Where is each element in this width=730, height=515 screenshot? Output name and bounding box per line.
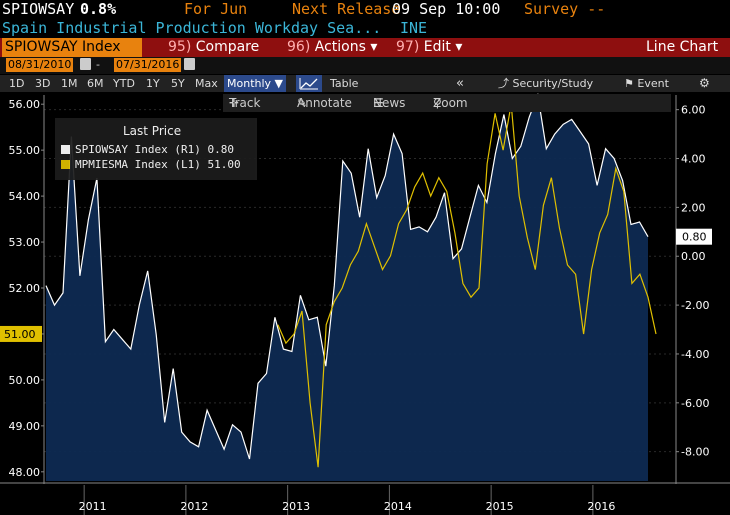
period-max[interactable]: Max — [195, 77, 218, 90]
x-axis-tick-label: 2013 — [282, 500, 310, 513]
dropdown-icon: ▼ — [274, 77, 284, 90]
right-axis-tick-label: -6.00 — [681, 397, 709, 410]
next-release-date: 09 Sep 10:00 — [392, 0, 501, 18]
right-axis-tick-label: -2.00 — [681, 299, 709, 312]
date-separator: - — [96, 58, 100, 71]
right-last-value-tag: 0.80 — [676, 228, 712, 245]
right-axis-tick-label: 0.00 — [681, 250, 706, 263]
left-axis-tick-label: 53.00 — [9, 236, 41, 249]
index-field[interactable]: SPIOWSAY Index — [2, 38, 142, 57]
end-date-field[interactable]: 07/31/2016 — [114, 58, 182, 72]
date-range-bar: 08/31/2010 - 07/31/2016 — [0, 57, 730, 74]
title-row: Spain Industrial Production Workday Sea.… — [0, 18, 730, 38]
crosshair-icon: ✛ — [229, 96, 240, 110]
command-bar: SPIOWSAY Index 95) Compare 96) Actions ▾… — [0, 38, 730, 57]
x-axis-tick-label: 2014 — [384, 500, 412, 513]
ticker: SPIOWSAY — [2, 0, 75, 18]
period-5y[interactable]: 5Y — [171, 77, 185, 90]
view-label: Line Chart — [646, 39, 719, 55]
frequency-select[interactable]: Monthly ▼ — [224, 75, 287, 92]
period-1m[interactable]: 1M — [61, 77, 78, 90]
source: INE — [400, 19, 428, 37]
chart-tools-bar: ✛ Track ✎ Annotate ☰ News ⚲ Zoom — [223, 94, 671, 112]
dropdown-icon: ▾ — [455, 39, 463, 55]
survey-label: Survey -- — [524, 0, 606, 18]
series-line-mpmiesma — [277, 104, 657, 468]
left-axis-tick-label: 49.00 — [9, 420, 41, 433]
period-toolbar: 1D 3D 1M 6M YTD 1Y 5Y Max Monthly ▼ Tabl… — [0, 75, 730, 92]
svg-text:51.00: 51.00 — [4, 328, 36, 341]
start-date-field[interactable]: 08/31/2010 — [6, 58, 74, 72]
legend-swatch-mpmiesma — [61, 160, 70, 169]
next-release-label: Next Release — [292, 0, 401, 18]
right-axis-tick-label: -4.00 — [681, 348, 709, 361]
x-axis-tick-label: 2015 — [486, 500, 514, 513]
right-axis-tick-label: 6.00 — [681, 104, 706, 117]
series-line-spiowsay — [45, 92, 649, 460]
legend-entry-mpmiesma: MPMIESMA Index (L1) 51.00 — [75, 158, 241, 171]
header-row: SPIOWSAY 0.8% For Jun Next Release 09 Se… — [0, 0, 730, 19]
security-title: Spain Industrial Production Workday Sea.… — [2, 19, 382, 37]
calendar-icon[interactable] — [184, 58, 195, 70]
flag-icon: ⚑ — [624, 77, 634, 90]
right-axis-tick-label: 4.00 — [681, 153, 706, 166]
series-area-spiowsay — [46, 95, 648, 481]
period-1d[interactable]: 1D — [9, 77, 25, 90]
period-label: For Jun — [184, 0, 248, 18]
gear-icon[interactable]: ⚙ — [699, 76, 710, 90]
calendar-icon[interactable] — [80, 58, 91, 70]
period-3d[interactable]: 3D — [35, 77, 51, 90]
right-axis-tick-label: 2.00 — [681, 201, 706, 214]
magnifier-icon: ⚲ — [433, 96, 442, 110]
x-axis-tick-label: 2016 — [587, 500, 615, 513]
chart-icon: ⤴ — [498, 77, 509, 90]
left-axis-tick-label: 52.00 — [9, 282, 41, 295]
left-axis-tick-label: 56.00 — [9, 98, 41, 111]
security-study-button[interactable]: ⤴ Security/Study — [498, 77, 594, 90]
legend: Last Price SPIOWSAY Index (R1) 0.80 MPMI… — [55, 118, 257, 180]
compare-button[interactable]: 95) Compare — [168, 39, 260, 55]
left-axis-tick-label: 55.00 — [9, 144, 41, 157]
last-value: 0.8% — [80, 0, 117, 18]
svg-text:0.80: 0.80 — [682, 231, 707, 244]
period-ytd[interactable]: YTD — [113, 77, 135, 90]
pencil-icon: ✎ — [297, 96, 308, 110]
collapse-button[interactable]: « — [456, 76, 464, 91]
left-axis-tick-label: 54.00 — [9, 190, 41, 203]
period-6m[interactable]: 6M — [87, 77, 104, 90]
period-1y[interactable]: 1Y — [146, 77, 160, 90]
actions-button[interactable]: 96) Actions ▾ — [287, 39, 378, 55]
edit-button[interactable]: 97) Edit ▾ — [396, 39, 463, 55]
news-icon: ☰ — [373, 96, 384, 110]
right-axis-tick-label: -8.00 — [681, 446, 709, 459]
legend-title: Last Price — [123, 124, 182, 138]
table-button[interactable]: Table — [330, 77, 359, 90]
legend-swatch-spiowsay — [61, 145, 70, 154]
x-axis-tick-label: 2012 — [180, 500, 208, 513]
x-axis-tick-label: 2011 — [79, 500, 107, 513]
line-chart-icon[interactable] — [296, 75, 322, 92]
left-last-value-tag: 51.00 — [0, 325, 42, 342]
legend-entry-spiowsay: SPIOWSAY Index (R1) 0.80 — [75, 143, 234, 156]
dropdown-icon: ▾ — [370, 39, 378, 55]
left-axis-tick-label: 48.00 — [9, 466, 41, 479]
left-axis-tick-label: 50.00 — [9, 374, 41, 387]
event-button[interactable]: ⚑ Event — [624, 77, 669, 90]
